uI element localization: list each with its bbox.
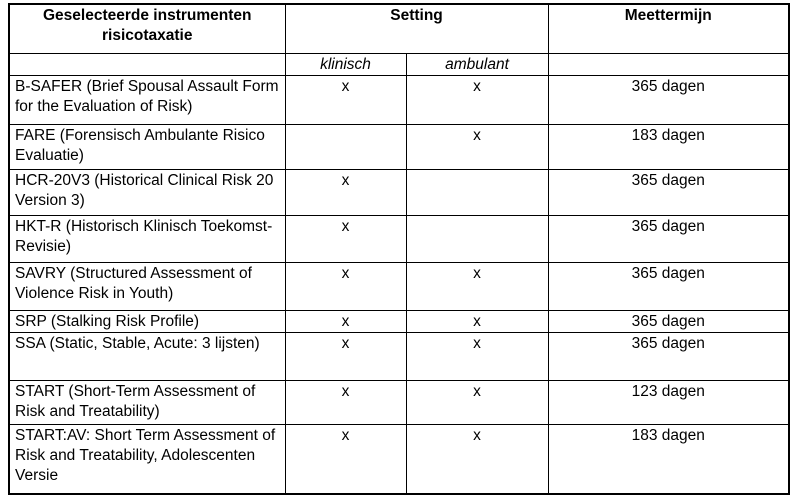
instrument-cell: SSA (Static, Stable, Acute: 3 lijsten) bbox=[8, 331, 286, 381]
table-row: FARE (Forensisch Ambulante Risico Evalua… bbox=[8, 123, 790, 170]
klinisch-cell: x bbox=[284, 423, 407, 495]
meettermijn-cell: 123 dagen bbox=[547, 379, 790, 425]
ambulant-cell: x bbox=[405, 331, 549, 381]
subheader-klinisch: klinisch bbox=[284, 52, 407, 76]
klinisch-cell: x bbox=[284, 331, 407, 381]
meettermijn-cell: 365 dagen bbox=[547, 331, 790, 381]
instrument-cell: START:AV: Short Term Assessment of Risk … bbox=[8, 423, 286, 495]
meettermijn-cell: 183 dagen bbox=[547, 423, 790, 495]
ambulant-cell: x bbox=[405, 123, 549, 170]
ambulant-cell: x bbox=[405, 74, 549, 125]
subheader-row: klinisch ambulant bbox=[8, 52, 790, 76]
header-instruments: Geselecteerde instrumenten risicotaxatie bbox=[8, 3, 286, 54]
subheader-empty-instruments bbox=[8, 52, 286, 76]
header-setting: Setting bbox=[284, 3, 549, 54]
klinisch-cell: x bbox=[284, 74, 407, 125]
table-row: START (Short-Term Assessment of Risk and… bbox=[8, 379, 790, 425]
table-row: HKT-R (Historisch Klinisch Toekomst- Rev… bbox=[8, 214, 790, 263]
instrument-cell: B-SAFER (Brief Spousal Assault Form for … bbox=[8, 74, 286, 125]
klinisch-cell: x bbox=[284, 379, 407, 425]
table-row: SAVRY (Structured Assessment of Violence… bbox=[8, 261, 790, 311]
ambulant-cell bbox=[405, 214, 549, 263]
meettermijn-cell: 365 dagen bbox=[547, 214, 790, 263]
instrument-cell: START (Short-Term Assessment of Risk and… bbox=[8, 379, 286, 425]
ambulant-cell: x bbox=[405, 379, 549, 425]
table-row: SRP (Stalking Risk Profile) x x 365 dage… bbox=[8, 309, 790, 333]
instrument-cell: HCR-20V3 (Historical Clinical Risk 20 Ve… bbox=[8, 168, 286, 216]
instrument-cell: SRP (Stalking Risk Profile) bbox=[8, 309, 286, 333]
klinisch-cell: x bbox=[284, 261, 407, 311]
table-row: HCR-20V3 (Historical Clinical Risk 20 Ve… bbox=[8, 168, 790, 216]
instrument-cell: FARE (Forensisch Ambulante Risico Evalua… bbox=[8, 123, 286, 170]
meettermijn-cell: 365 dagen bbox=[547, 74, 790, 125]
risk-instruments-table: Geselecteerde instrumenten risicotaxatie… bbox=[8, 3, 790, 495]
header-row: Geselecteerde instrumenten risicotaxatie… bbox=[8, 3, 790, 54]
ambulant-cell bbox=[405, 168, 549, 216]
klinisch-cell: x bbox=[284, 168, 407, 216]
header-meettermijn: Meettermijn bbox=[547, 3, 790, 54]
ambulant-cell: x bbox=[405, 309, 549, 333]
table-row: SSA (Static, Stable, Acute: 3 lijsten) x… bbox=[8, 331, 790, 381]
meettermijn-cell: 365 dagen bbox=[547, 261, 790, 311]
instrument-cell: HKT-R (Historisch Klinisch Toekomst- Rev… bbox=[8, 214, 286, 263]
meettermijn-cell: 183 dagen bbox=[547, 123, 790, 170]
ambulant-cell: x bbox=[405, 261, 549, 311]
meettermijn-cell: 365 dagen bbox=[547, 309, 790, 333]
instrument-cell: SAVRY (Structured Assessment of Violence… bbox=[8, 261, 286, 311]
klinisch-cell bbox=[284, 123, 407, 170]
klinisch-cell: x bbox=[284, 309, 407, 333]
meettermijn-cell: 365 dagen bbox=[547, 168, 790, 216]
ambulant-cell: x bbox=[405, 423, 549, 495]
table-row: B-SAFER (Brief Spousal Assault Form for … bbox=[8, 74, 790, 125]
subheader-empty-meettermijn bbox=[547, 52, 790, 76]
klinisch-cell: x bbox=[284, 214, 407, 263]
subheader-ambulant: ambulant bbox=[405, 52, 549, 76]
table-row: START:AV: Short Term Assessment of Risk … bbox=[8, 423, 790, 495]
